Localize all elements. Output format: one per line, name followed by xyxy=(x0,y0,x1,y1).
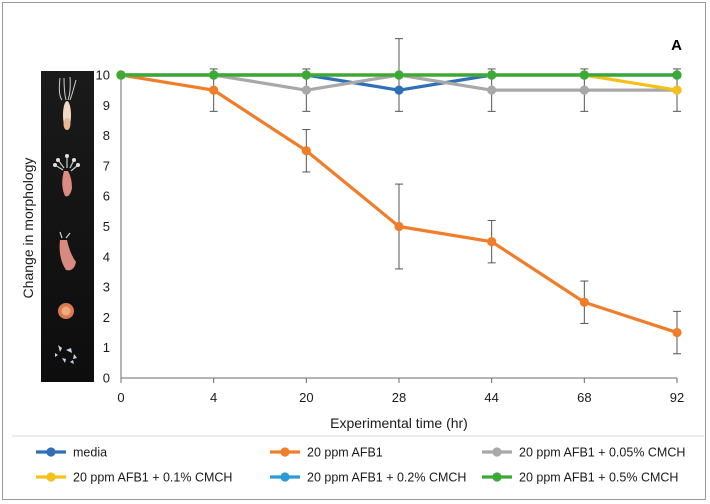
figure-frame xyxy=(2,2,706,500)
data-point xyxy=(209,85,219,95)
y-axis-ticks: 0 1 2 3 4 5 6 7 8 9 10 xyxy=(96,68,110,386)
data-point xyxy=(116,70,126,80)
data-point xyxy=(209,70,219,80)
data-point xyxy=(301,85,311,95)
legend-item: 20 ppm AFB1 + 0.5% CMCH xyxy=(482,471,678,485)
x-tick-label: 92 xyxy=(670,390,684,405)
y-tick-label: 10 xyxy=(96,68,110,83)
y-tick-label: 1 xyxy=(103,340,110,355)
y-tick-label: 8 xyxy=(103,128,110,143)
legend-label: 20 ppm AFB1 + 0.5% CMCH xyxy=(519,471,678,485)
legend-label: 20 ppm AFB1 + 0.05% CMCH xyxy=(519,446,685,460)
hydra-stage-normal-image xyxy=(58,76,77,130)
y-tick-label: 7 xyxy=(103,158,110,173)
legend-label: 20 ppm AFB1 + 0.2% CMCH xyxy=(307,471,466,485)
data-point xyxy=(394,85,404,95)
x-tick-label: 4 xyxy=(210,390,217,405)
data-point xyxy=(672,70,682,80)
data-point xyxy=(487,70,497,80)
morphology-photo-strip xyxy=(41,71,94,382)
data-point xyxy=(579,85,589,95)
data-point xyxy=(394,221,404,232)
panel-label: A xyxy=(671,37,682,54)
hydra-stage-clubbed-image xyxy=(59,231,76,271)
y-tick-label: 5 xyxy=(103,219,110,234)
legend-swatch-marker xyxy=(492,472,502,482)
data-point xyxy=(672,85,682,95)
x-tick-label: 0 xyxy=(117,390,124,405)
legend-swatch-marker xyxy=(46,472,56,482)
data-point xyxy=(672,327,682,338)
x-tick-label: 68 xyxy=(577,390,591,405)
data-point xyxy=(301,70,311,80)
legend-label: 20 ppm AFB1 xyxy=(307,446,383,460)
y-tick-label: 3 xyxy=(103,280,110,295)
data-point xyxy=(394,70,404,80)
data-point xyxy=(579,297,589,307)
x-tick-label: 20 xyxy=(299,390,313,405)
data-point xyxy=(487,237,497,247)
series-points xyxy=(116,70,682,338)
y-tick-label: 6 xyxy=(103,189,110,204)
data-point xyxy=(301,146,311,156)
y-tick-label: 4 xyxy=(103,249,110,264)
legend-swatch-marker xyxy=(280,447,290,457)
y-tick-label: 0 xyxy=(103,371,110,386)
data-point xyxy=(579,70,589,80)
y-tick-label: 2 xyxy=(103,310,110,325)
legend-swatch-marker xyxy=(280,472,290,482)
y-axis-title: Change in morphology xyxy=(20,158,36,299)
legend-label: 20 ppm AFB1 + 0.1% CMCH xyxy=(73,471,232,485)
legend-swatch-marker xyxy=(46,447,56,457)
x-axis-title: Experimental time (hr) xyxy=(330,415,468,431)
x-axis-ticks: 0 4 20 28 44 68 92 xyxy=(117,378,684,405)
legend-item: 20 ppm AFB1 + 0.1% CMCH xyxy=(36,471,232,485)
legend-swatch-marker xyxy=(492,447,502,457)
hydra-stage-disintegrated-image xyxy=(55,345,77,364)
x-tick-label: 44 xyxy=(484,390,498,405)
data-point xyxy=(487,85,497,95)
y-tick-label: 9 xyxy=(103,98,110,113)
legend-item: 20 ppm AFB1 + 0.05% CMCH xyxy=(482,446,685,460)
legend-item: 20 ppm AFB1 + 0.2% CMCH xyxy=(270,471,466,485)
hydra-stage-short-tentacles-image xyxy=(53,154,80,197)
legend-item: 20 ppm AFB1 xyxy=(270,446,383,460)
x-tick-label: 28 xyxy=(392,390,406,405)
legend: media 20 ppm AFB1 20 ppm AFB1 + 0.05% CMCH… xyxy=(12,435,704,485)
hydra-stage-contracted-image xyxy=(58,303,74,319)
legend-label: media xyxy=(73,446,107,460)
legend-item: media xyxy=(36,446,107,460)
